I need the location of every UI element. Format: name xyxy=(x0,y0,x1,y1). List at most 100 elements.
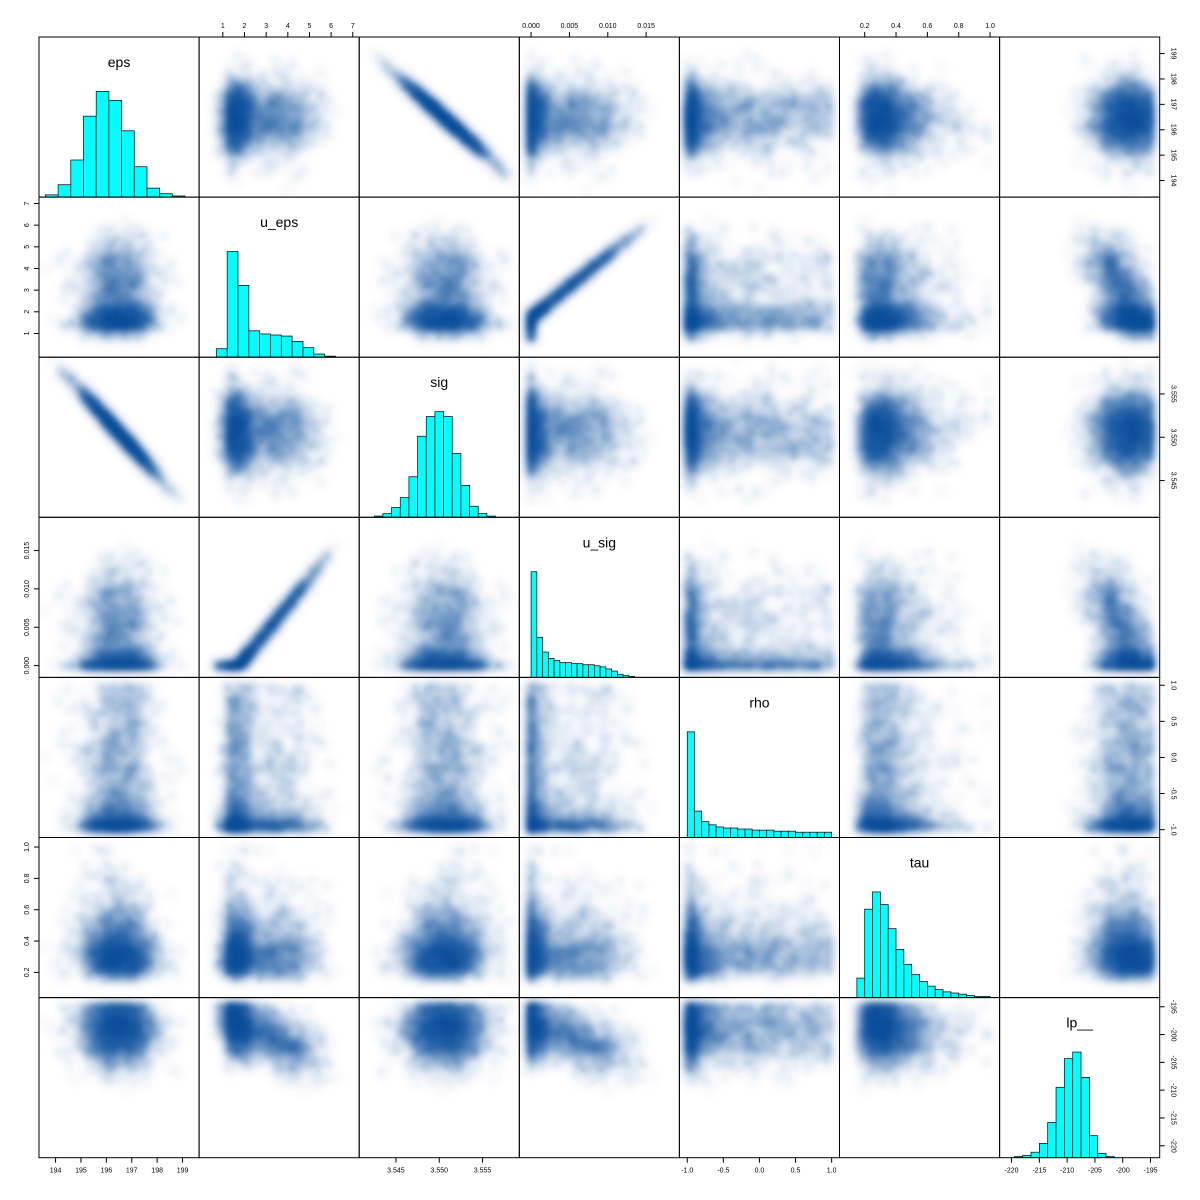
histogram-bar xyxy=(709,825,716,838)
histogram-bar xyxy=(774,831,781,837)
histogram-bar xyxy=(409,477,418,518)
histogram-bar xyxy=(959,994,967,997)
histogram-bar xyxy=(920,982,928,998)
histogram-bar xyxy=(594,666,600,678)
histogram-bar xyxy=(71,160,84,197)
tick-label: 4 xyxy=(24,266,31,270)
histogram-bar xyxy=(537,637,543,677)
density-cloud xyxy=(682,540,837,671)
density-panel-rho-vs-u_eps xyxy=(199,677,359,837)
density-panel-tau-vs-sig xyxy=(359,838,536,998)
density-cloud xyxy=(40,843,186,985)
tick-label: -220 xyxy=(1170,1139,1177,1153)
density-cloud xyxy=(682,50,837,196)
histogram-bar xyxy=(857,978,865,998)
tick-label: -195 xyxy=(1170,1000,1177,1014)
density-cloud xyxy=(852,216,994,345)
density-panel-u_sig-vs-sig xyxy=(359,517,536,677)
histogram-panel-rho: rho xyxy=(679,677,839,837)
histogram-bar xyxy=(702,822,709,838)
histogram-bar xyxy=(566,663,572,678)
histogram-bar xyxy=(716,827,723,838)
histogram-bar xyxy=(281,336,292,357)
histogram-bar xyxy=(554,660,560,677)
tick-label: 4 xyxy=(286,23,290,30)
histogram-bar xyxy=(589,665,595,678)
histogram-bars xyxy=(857,892,990,998)
histogram-bar xyxy=(1056,1087,1064,1157)
histogram-bar xyxy=(767,830,774,837)
histogram-panel-tau: tau xyxy=(840,838,1000,998)
density-panel-tau-vs-eps xyxy=(39,838,199,998)
histogram-bar xyxy=(810,832,817,837)
histogram-bar xyxy=(1098,1153,1106,1157)
density-cloud xyxy=(526,50,657,196)
tick-label: -215 xyxy=(1032,1168,1046,1175)
density-cloud xyxy=(526,341,657,505)
tick-label: 2 xyxy=(243,23,247,30)
density-panel-rho-vs-tau xyxy=(840,677,1000,837)
density-cloud xyxy=(1063,680,1156,835)
tick-label: 195 xyxy=(75,1168,87,1175)
density-panel-rho-vs-sig xyxy=(359,677,536,837)
histogram-bar xyxy=(935,990,943,998)
histogram-bar xyxy=(745,829,752,837)
histogram-bar xyxy=(759,830,766,837)
outer-axes: 1941941951951961961971971981981991991122… xyxy=(24,23,1177,1175)
histogram-panel-u_eps: u_eps xyxy=(199,197,359,357)
histogram-bar xyxy=(880,905,888,998)
tick-label: 0.5 xyxy=(791,1168,801,1175)
density-panel-u_eps-vs-u_sig xyxy=(519,197,679,357)
histogram-bar xyxy=(896,949,904,997)
density-panel-sig-vs-tau xyxy=(840,341,1000,518)
histogram-bars xyxy=(216,252,335,358)
density-cloud xyxy=(40,540,186,671)
tick-label: 1.0 xyxy=(985,23,995,30)
tick-label: 0.6 xyxy=(24,905,31,915)
tick-label: 3 xyxy=(24,288,31,292)
histogram-bar xyxy=(470,506,479,517)
density-panel-eps-vs-rho xyxy=(679,37,839,197)
histogram-bar xyxy=(1039,1143,1047,1157)
density-cloud xyxy=(372,50,536,196)
histogram-bar xyxy=(788,831,795,837)
density-panel-sig-vs-lp__ xyxy=(1000,341,1160,518)
histogram-bar xyxy=(1089,1136,1097,1158)
tick-label: 197 xyxy=(1170,99,1177,111)
tick-label: 0.000 xyxy=(24,657,31,675)
density-panel-sig-vs-u_eps xyxy=(199,341,359,518)
density-cloud xyxy=(212,1002,341,1095)
histogram-bar xyxy=(452,453,461,517)
histogram-bar xyxy=(731,828,738,838)
histogram-bar xyxy=(216,349,227,357)
density-cloud xyxy=(526,1002,657,1095)
histogram-bar xyxy=(1031,1152,1039,1158)
histogram-bar xyxy=(577,664,583,678)
density-cloud xyxy=(372,843,536,985)
tick-label: 0.010 xyxy=(24,580,31,598)
tick-label: 3 xyxy=(264,23,268,30)
histogram-bar xyxy=(227,252,238,358)
tick-label: 0.0 xyxy=(1170,753,1177,763)
tick-label: 0.8 xyxy=(954,23,964,30)
tick-label: 1 xyxy=(221,23,225,30)
density-panel-tau-vs-lp__ xyxy=(1000,838,1160,998)
tick-label: -195 xyxy=(1144,1168,1158,1175)
tick-label: 6 xyxy=(24,223,31,227)
histogram-bar xyxy=(738,829,745,837)
histogram-bar xyxy=(1081,1077,1089,1157)
histogram-bar xyxy=(904,964,912,997)
variable-label: lp__ xyxy=(1066,1015,1093,1031)
histogram-bar xyxy=(531,572,537,678)
density-panel-rho-vs-u_sig xyxy=(519,677,679,837)
tick-label: -200 xyxy=(1116,1168,1130,1175)
density-panel-u_eps-vs-lp__ xyxy=(1000,197,1160,357)
histogram-bar xyxy=(687,732,694,838)
histogram-bar xyxy=(249,331,260,357)
histogram-bar xyxy=(752,830,759,837)
density-panel-tau-vs-rho xyxy=(679,838,839,998)
density-panel-u_sig-vs-rho xyxy=(679,517,839,677)
histogram-bar xyxy=(444,417,453,518)
